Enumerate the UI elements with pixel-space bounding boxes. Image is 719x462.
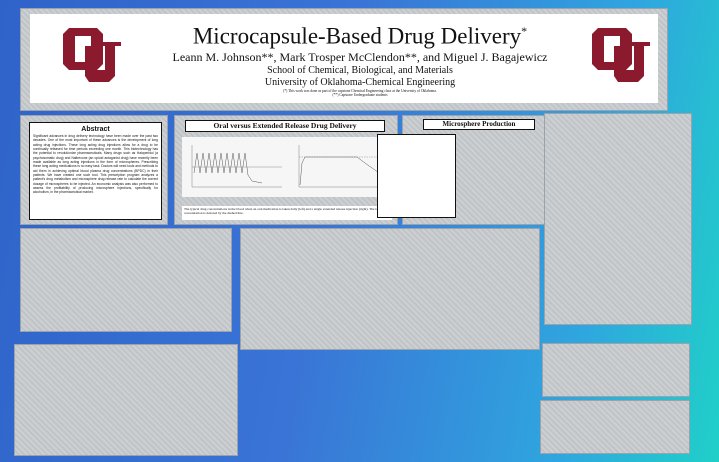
oral-dosing-chart [191, 145, 282, 188]
ou-logo-left [63, 28, 121, 82]
oral-chart-box [182, 137, 392, 197]
conclusions-panel [542, 343, 690, 397]
title-footnote-mark: * [521, 24, 528, 38]
oral-caption-box: The typical drug concentrations in the b… [182, 206, 392, 220]
title-box [30, 14, 658, 103]
production-title: Microsphere Production [423, 119, 535, 130]
abstract-box: Abstract Significant advances in drug de… [29, 122, 162, 220]
ou-logo-right-mark [592, 28, 650, 82]
abstract-title: Abstract [81, 126, 110, 133]
results-panel [240, 228, 540, 350]
extended-release-chart [298, 145, 387, 188]
oral-title: Oral versus Extended Release Drug Delive… [185, 120, 385, 132]
university: University of Oklahoma-Chemical Engineer… [264, 76, 456, 88]
school: School of Chemical, Biological, and Mate… [267, 64, 453, 76]
poster-title: Microcapsule-Based Drug Delivery* [140, 18, 580, 50]
economic-panel [544, 113, 692, 325]
poster-title-text: Microcapsule-Based Drug Delivery [192, 23, 522, 49]
microspheres-panel [14, 344, 238, 456]
footnote-2: (**) Capstone Undergraduate students [332, 93, 388, 98]
title-text-block: Microcapsule-Based Drug Delivery* Leann … [140, 18, 580, 98]
references-panel [540, 400, 690, 454]
abstract-text: Significant advances in drug delivery te… [33, 134, 158, 195]
footnote-1: (*) This work was done as part of the ca… [283, 88, 437, 93]
authors: Leann M. Johnson**, Mark Trosper McClend… [172, 49, 548, 64]
production-image [377, 134, 456, 218]
method-panel [20, 228, 232, 332]
oral-caption: The typical drug concentrations in the b… [184, 207, 390, 216]
